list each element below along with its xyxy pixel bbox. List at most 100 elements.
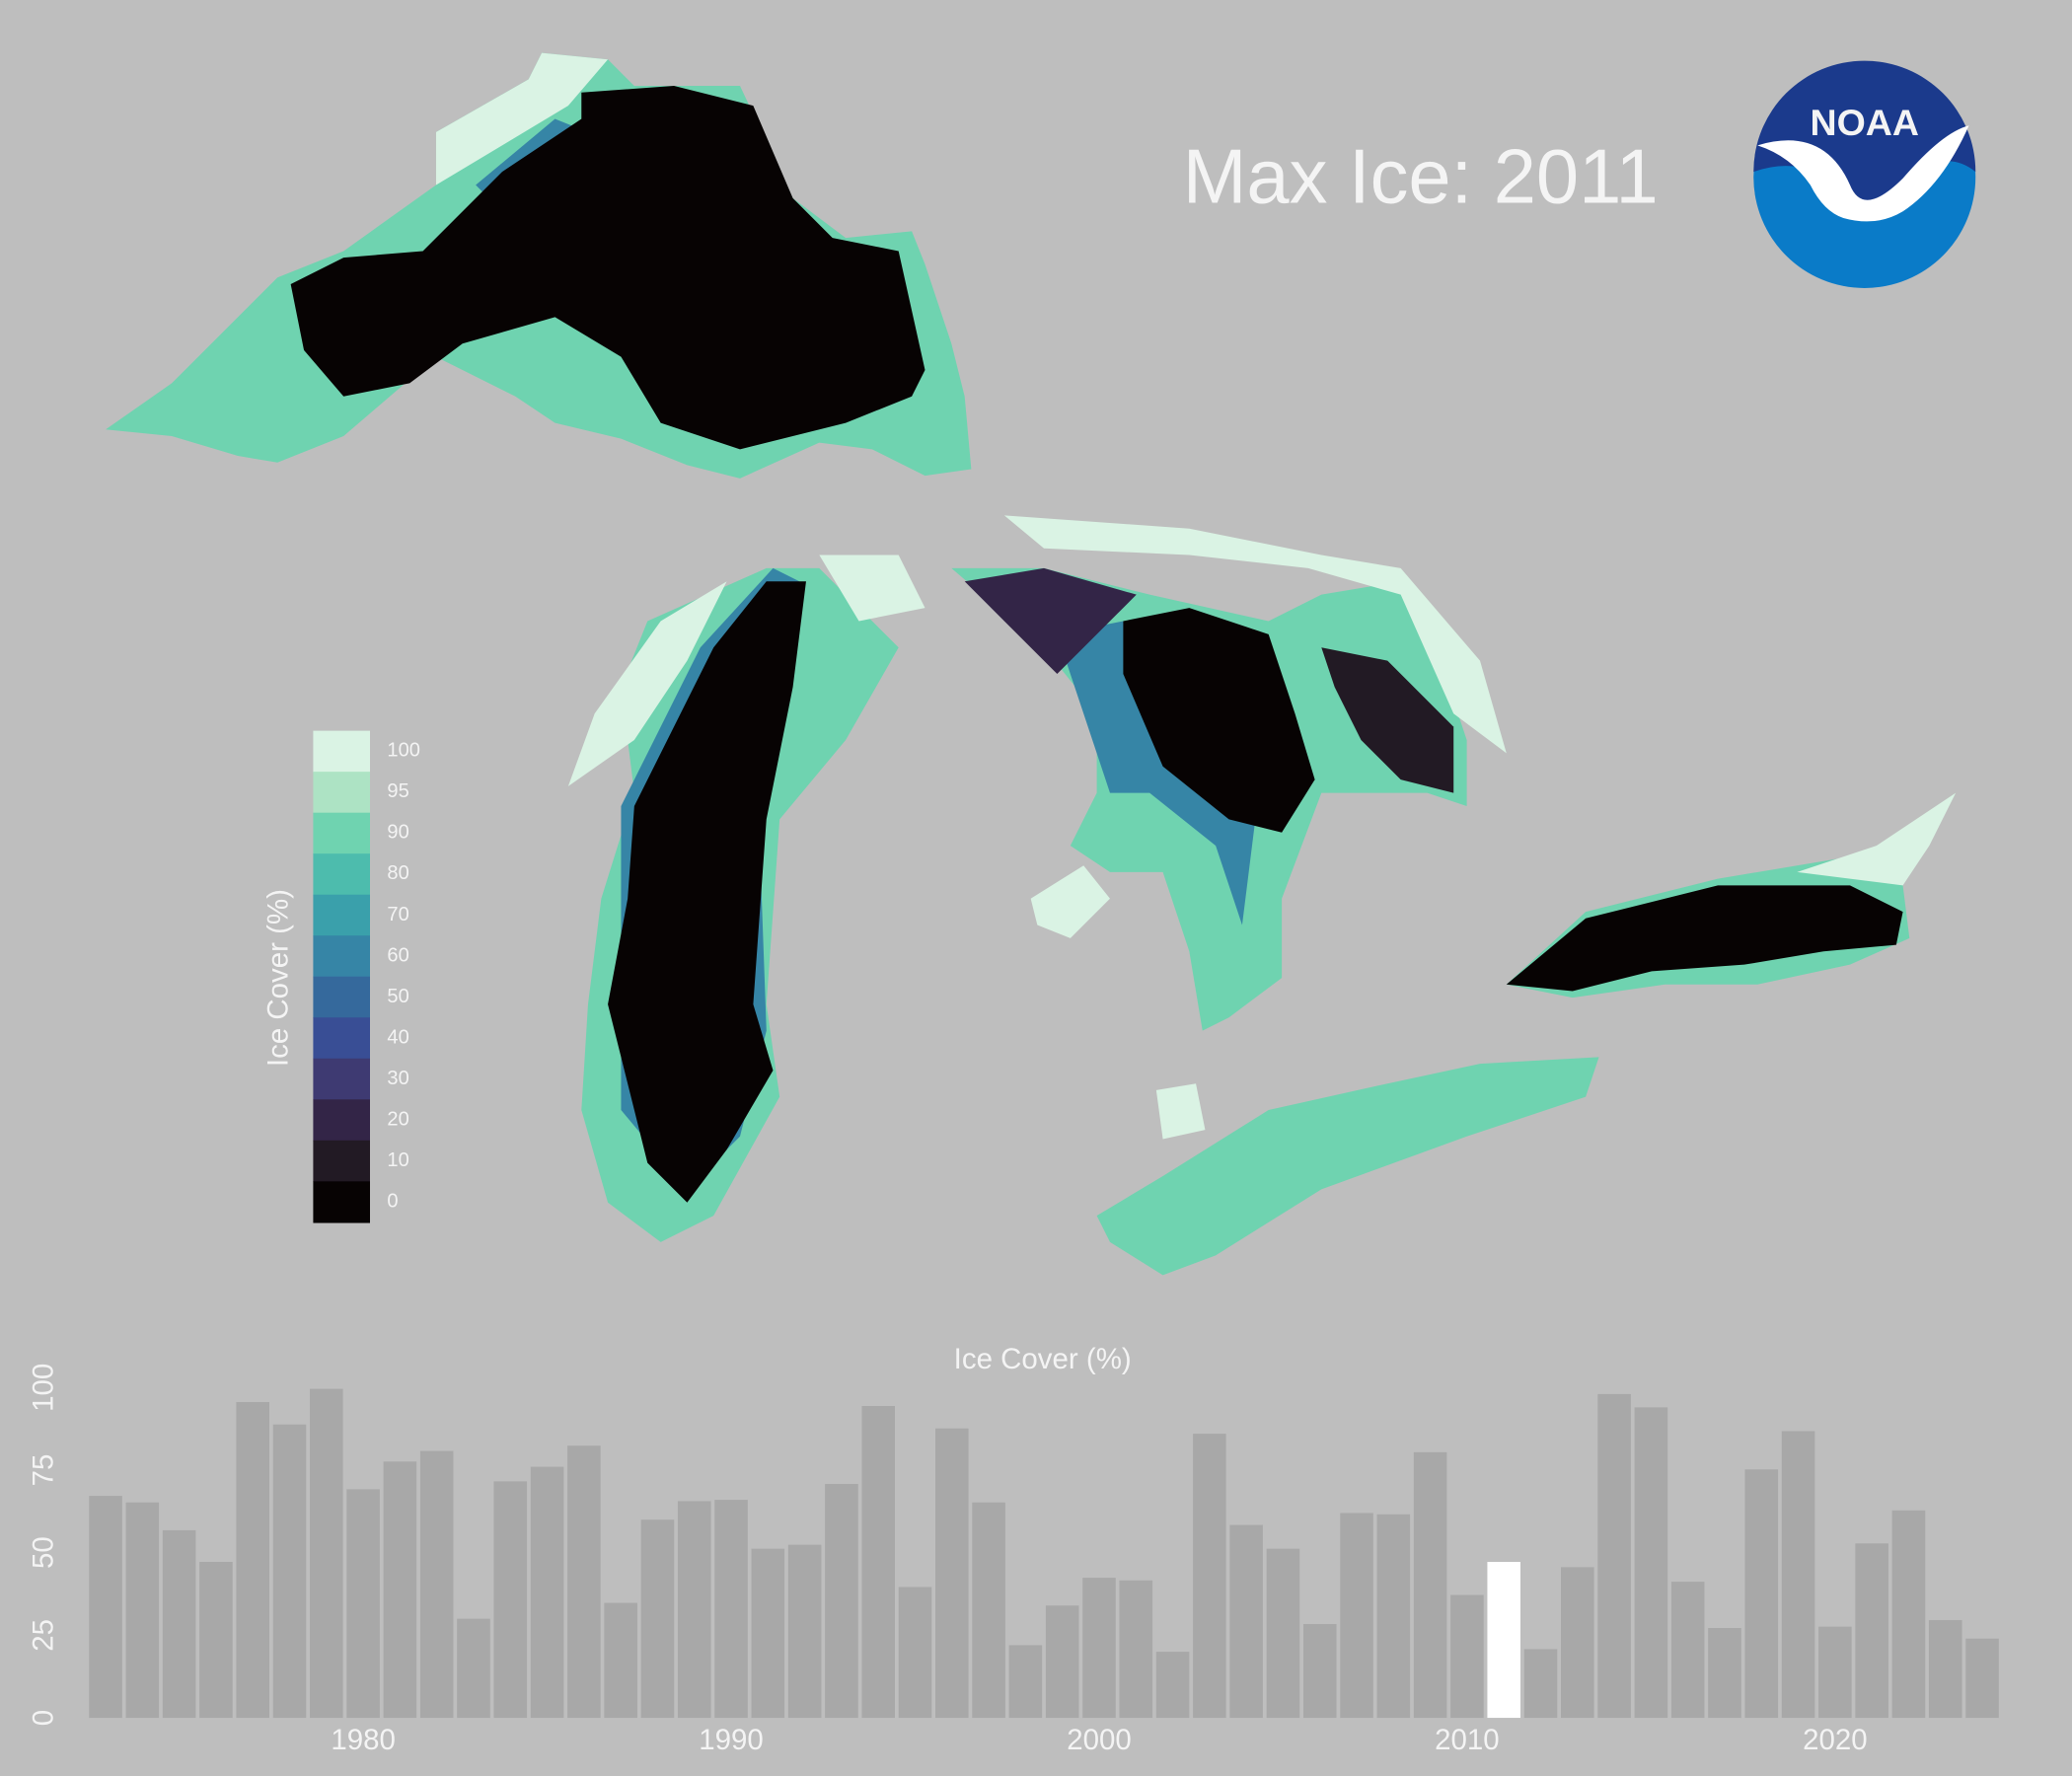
legend-label: 30: [387, 1068, 408, 1089]
bar: [1413, 1451, 1447, 1719]
lake-huron-channel: [964, 567, 1137, 675]
bar: [1634, 1407, 1668, 1719]
lake-huron-mid: [1057, 621, 1256, 925]
bar: [567, 1445, 601, 1719]
legend-label: 60: [387, 944, 408, 966]
lake-superior-edge: [435, 52, 609, 185]
y-tick-label: 50: [27, 1536, 59, 1569]
bar: [162, 1529, 196, 1719]
legend-swatch: [313, 935, 370, 978]
x-tick-label: 2020: [1803, 1724, 1868, 1756]
legend-swatch: [313, 1058, 370, 1100]
bar: [1781, 1431, 1815, 1719]
legend-label: 50: [387, 986, 408, 1007]
y-tick-label: 25: [27, 1619, 59, 1652]
bar: [1965, 1638, 1999, 1719]
bar: [825, 1484, 858, 1719]
bar: [1450, 1594, 1484, 1719]
lake-michigan-open: [608, 581, 806, 1203]
legend-label: 40: [387, 1026, 408, 1048]
bar: [1891, 1510, 1926, 1719]
great-lakes-map: [106, 52, 1957, 1276]
bar: [1376, 1514, 1411, 1719]
bar: [1928, 1619, 1962, 1719]
legend-label: 10: [387, 1149, 408, 1171]
lake-superior-open: [290, 86, 925, 450]
legend-swatch: [313, 976, 370, 1018]
lake-michigan-edge: [567, 555, 925, 786]
legend-label: 70: [387, 904, 408, 925]
legend-label: 100: [387, 740, 420, 762]
noaa-logo: NOAA: [1753, 60, 1976, 288]
bar: [972, 1502, 1005, 1719]
bar: [1045, 1605, 1079, 1719]
bar: [1119, 1580, 1153, 1719]
y-tick-label: 0: [27, 1710, 59, 1726]
lake-huron-open: [1123, 608, 1315, 833]
bar: [1340, 1513, 1373, 1719]
legend-swatch: [313, 894, 370, 936]
logo-text: NOAA: [1811, 102, 1919, 143]
bar: [346, 1489, 380, 1719]
legend-label: 20: [387, 1108, 408, 1130]
bar: [898, 1587, 932, 1719]
bar: [1008, 1645, 1043, 1719]
lake-erie-ice: [1096, 1057, 1599, 1276]
x-tick-label: 2010: [1435, 1724, 1500, 1756]
bar: [383, 1461, 417, 1719]
logo-gull: [1757, 125, 1969, 222]
georgian-bay: [1321, 647, 1454, 793]
lake-huron-edge: [1003, 515, 1507, 938]
bar: [604, 1602, 637, 1719]
y-tick-label: 75: [27, 1454, 59, 1487]
bar: [1302, 1623, 1337, 1719]
bar: [310, 1388, 343, 1719]
bar: [493, 1481, 528, 1719]
bar: [1670, 1582, 1705, 1719]
legend-swatch: [313, 1017, 370, 1060]
legend-swatch: [313, 1140, 370, 1182]
legend-label: 95: [387, 780, 408, 802]
bar: [1597, 1393, 1631, 1719]
bar: [1561, 1567, 1594, 1719]
bar: [89, 1496, 122, 1719]
lake-st-clair: [1155, 1083, 1206, 1140]
legend-swatch: [313, 730, 370, 773]
x-tick-label: 1990: [699, 1724, 764, 1756]
bar: [677, 1501, 711, 1719]
bar: [1523, 1649, 1558, 1719]
x-tick-label: 2000: [1067, 1724, 1132, 1756]
bar: [199, 1562, 233, 1719]
bar: [1818, 1626, 1852, 1719]
bar: [419, 1450, 454, 1719]
bar: [751, 1548, 785, 1719]
legend-swatch: [313, 1099, 370, 1142]
bar: [787, 1544, 822, 1719]
legend-title: Ice Cover (%): [262, 889, 295, 1067]
bar: [1855, 1543, 1888, 1719]
legend-swatch: [313, 1181, 370, 1223]
legend-label: 0: [387, 1190, 398, 1212]
legend-label: 90: [387, 822, 408, 844]
bar: [1193, 1434, 1226, 1719]
bar: [125, 1502, 160, 1719]
x-tick-label: 1980: [331, 1724, 396, 1756]
bar: [1155, 1652, 1190, 1719]
bar: [1744, 1469, 1779, 1719]
bar: [1266, 1548, 1300, 1719]
bar: [935, 1428, 969, 1719]
y-axis-label: Ice Cover (%): [954, 1343, 1132, 1375]
logo-top: [1753, 60, 1976, 212]
legend-swatch: [313, 853, 370, 896]
lake-ontario-edge: [1797, 792, 1957, 886]
bar: [640, 1519, 675, 1719]
bar: [457, 1618, 490, 1719]
bar: [861, 1406, 895, 1719]
bar: [530, 1466, 564, 1719]
bar: [1082, 1578, 1116, 1719]
bar: [236, 1401, 269, 1719]
bar: [1229, 1524, 1263, 1719]
bar: [272, 1424, 307, 1719]
